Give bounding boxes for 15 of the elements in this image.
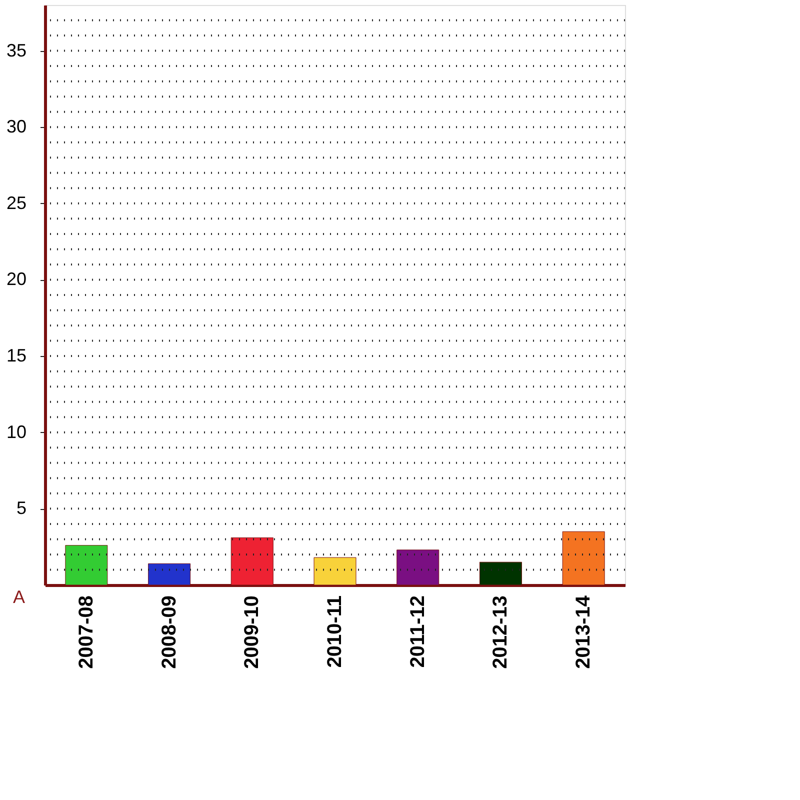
- text: A: [12, 587, 25, 607]
- y-tick-label: 20: [6, 269, 26, 290]
- x-tick-label: 2012-13: [490, 596, 512, 669]
- x-tick-label: 2007-08: [75, 596, 98, 669]
- y-tick-label: 25: [6, 192, 26, 213]
- x-tick-label: 2010-11: [324, 596, 346, 668]
- y-tick-label: 10: [6, 422, 26, 442]
- x-tick-label: 2011-12: [406, 596, 429, 668]
- x-tick-label: 2013-14: [572, 594, 595, 669]
- x-tick-label: 2009-10: [241, 596, 264, 669]
- y-tick-label: 30: [6, 116, 26, 137]
- y-tick-label: 35: [6, 40, 26, 60]
- y-tick-label: 5: [16, 498, 26, 518]
- y-tick-label: 15: [6, 346, 26, 366]
- x-tick-label: 2008-09: [158, 596, 180, 669]
